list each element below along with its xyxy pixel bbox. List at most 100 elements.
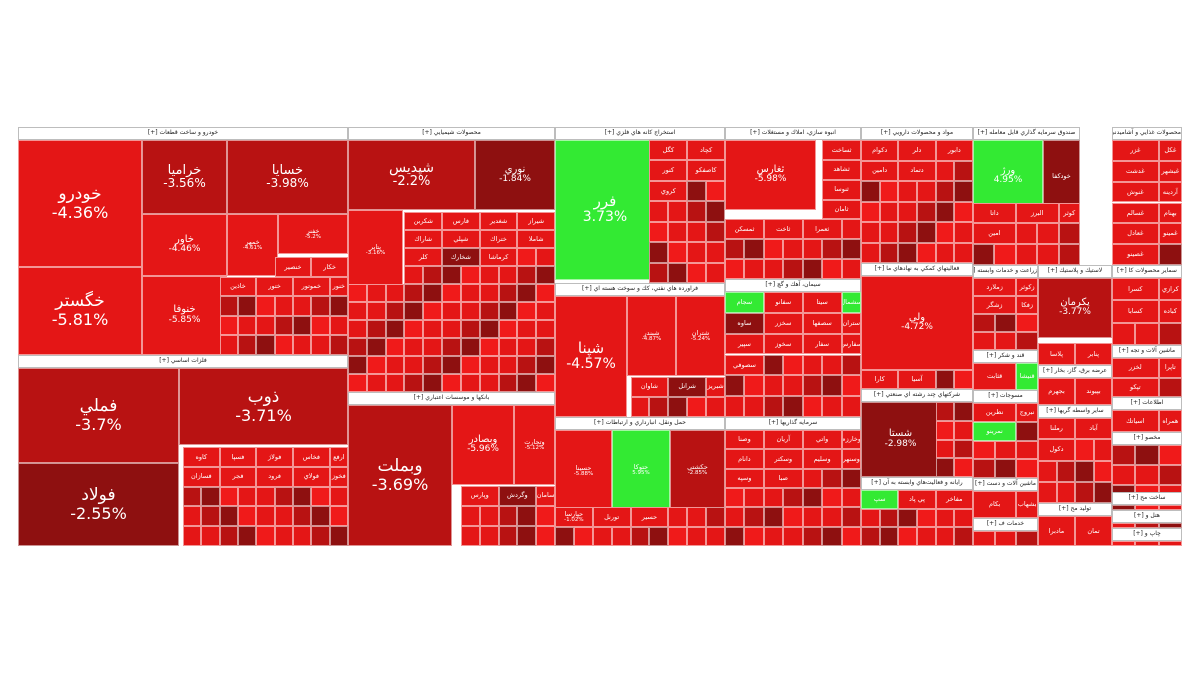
stock-tile[interactable]: حكشتي -2.85%: [670, 430, 725, 510]
stock-tile[interactable]: [802, 375, 823, 397]
stock-tile[interactable]: [201, 486, 220, 507]
stock-tile[interactable]: [917, 222, 936, 243]
stock-tile[interactable]: [385, 356, 405, 374]
stock-tile[interactable]: [536, 248, 555, 266]
stock-tile[interactable]: [423, 320, 443, 338]
stock-tile[interactable]: [898, 222, 917, 243]
stock-tile[interactable]: [442, 374, 461, 392]
stock-tile[interactable]: شيراز: [517, 212, 555, 230]
stock-tile[interactable]: [366, 356, 386, 374]
stock-tile[interactable]: [973, 531, 995, 546]
stock-tile[interactable]: [1158, 523, 1182, 528]
stock-tile[interactable]: البرز: [1015, 202, 1059, 224]
stock-tile[interactable]: [954, 439, 973, 459]
stock-tile[interactable]: [592, 526, 612, 546]
stock-tile[interactable]: [274, 526, 293, 546]
stock-tile[interactable]: [935, 458, 955, 477]
stock-tile[interactable]: [498, 374, 518, 392]
stock-tile[interactable]: خنور: [329, 276, 348, 297]
stock-tile[interactable]: [763, 239, 784, 260]
stock-tile[interactable]: پكرمان -3.77%: [1038, 278, 1112, 338]
stock-tile[interactable]: [898, 527, 917, 546]
stock-tile[interactable]: حتوكا 5.95%: [612, 430, 670, 510]
stock-tile[interactable]: [348, 374, 367, 392]
sector-header[interactable]: ساخت مح [+]: [1112, 492, 1182, 505]
stock-tile[interactable]: [1016, 531, 1038, 546]
stock-tile[interactable]: [517, 505, 537, 526]
stock-tile[interactable]: شكربن: [404, 212, 443, 230]
stock-tile[interactable]: [201, 526, 220, 546]
stock-tile[interactable]: مادبرا: [1038, 516, 1075, 546]
stock-tile[interactable]: [841, 396, 861, 417]
stock-tile[interactable]: فملي -3.7%: [18, 368, 179, 463]
stock-tile[interactable]: [725, 526, 745, 546]
stock-tile[interactable]: خگستر -5.81%: [18, 267, 142, 355]
stock-tile[interactable]: [1112, 445, 1136, 466]
sector-header[interactable]: مخصو [+]: [1112, 432, 1182, 445]
stock-tile[interactable]: [973, 314, 995, 332]
stock-tile[interactable]: [274, 296, 293, 316]
stock-tile[interactable]: [1135, 465, 1159, 486]
stock-tile[interactable]: دكوام: [861, 140, 899, 161]
stock-tile[interactable]: [479, 284, 499, 302]
stock-tile[interactable]: [668, 526, 688, 546]
stock-tile[interactable]: [536, 525, 555, 546]
stock-tile[interactable]: [404, 302, 424, 320]
stock-tile[interactable]: رملنا: [1038, 418, 1075, 440]
stock-tile[interactable]: ختور: [256, 276, 293, 297]
stock-tile[interactable]: [687, 221, 707, 243]
stock-tile[interactable]: سفارس: [841, 333, 861, 355]
stock-tile[interactable]: وسنهر: [841, 449, 861, 469]
stock-tile[interactable]: [1093, 460, 1112, 482]
stock-tile[interactable]: سشمال: [841, 292, 861, 313]
stock-tile[interactable]: كسرا: [1112, 278, 1159, 301]
stock-tile[interactable]: [861, 508, 880, 528]
stock-tile[interactable]: [1158, 244, 1182, 265]
stock-tile[interactable]: شخارك: [442, 248, 480, 266]
stock-tile[interactable]: حسينا -5.88%: [555, 430, 612, 512]
stock-tile[interactable]: [274, 335, 293, 355]
sector-header[interactable]: فعاليتهاي كمكي به نهادهاي ما [+]: [861, 263, 973, 276]
stock-tile[interactable]: [783, 375, 803, 397]
stock-tile[interactable]: فارس: [442, 212, 480, 230]
stock-tile[interactable]: وبملت -3.69%: [348, 405, 452, 546]
stock-tile[interactable]: [479, 505, 499, 526]
stock-tile[interactable]: كگل: [649, 140, 688, 161]
sector-header[interactable]: مواد و محصولات دارويي [+]: [861, 127, 973, 140]
stock-tile[interactable]: [802, 507, 823, 527]
stock-tile[interactable]: [1075, 481, 1094, 503]
stock-tile[interactable]: [460, 356, 480, 374]
stock-tile[interactable]: [802, 354, 823, 376]
stock-tile[interactable]: [219, 335, 238, 355]
stock-tile[interactable]: [238, 335, 257, 355]
stock-tile[interactable]: [423, 266, 443, 284]
stock-tile[interactable]: [442, 266, 461, 284]
stock-tile[interactable]: [841, 507, 861, 527]
stock-tile[interactable]: [460, 266, 480, 284]
stock-tile[interactable]: [687, 526, 707, 546]
stock-tile[interactable]: [293, 315, 312, 336]
sector-header[interactable]: هتل و [+]: [1112, 510, 1182, 523]
stock-tile[interactable]: لخزر: [1112, 358, 1159, 378]
sector-header[interactable]: سرمايه گذاريها [+]: [725, 417, 861, 430]
stock-tile[interactable]: [517, 525, 537, 546]
stock-tile[interactable]: [706, 262, 725, 283]
stock-tile[interactable]: [687, 180, 707, 202]
stock-tile[interactable]: داتا: [973, 202, 1016, 224]
stock-tile[interactable]: نطرين: [973, 403, 1017, 422]
stock-tile[interactable]: [630, 526, 650, 546]
stock-tile[interactable]: [517, 374, 537, 392]
stock-tile[interactable]: [274, 315, 293, 336]
stock-tile[interactable]: [536, 338, 555, 356]
stock-tile[interactable]: [423, 302, 443, 320]
stock-tile[interactable]: پلاسا: [1038, 343, 1075, 365]
stock-tile[interactable]: [219, 506, 238, 527]
stock-tile[interactable]: وبصادر -5.96%: [452, 405, 514, 485]
stock-tile[interactable]: خموتور: [293, 276, 330, 297]
stock-tile[interactable]: [1038, 481, 1057, 503]
stock-tile[interactable]: پتاير -3.16%: [348, 210, 403, 290]
stock-tile[interactable]: خسايا -3.98%: [227, 140, 348, 214]
stock-tile[interactable]: [460, 374, 480, 392]
stock-tile[interactable]: [479, 374, 499, 392]
stock-tile[interactable]: آسيا: [898, 370, 936, 389]
